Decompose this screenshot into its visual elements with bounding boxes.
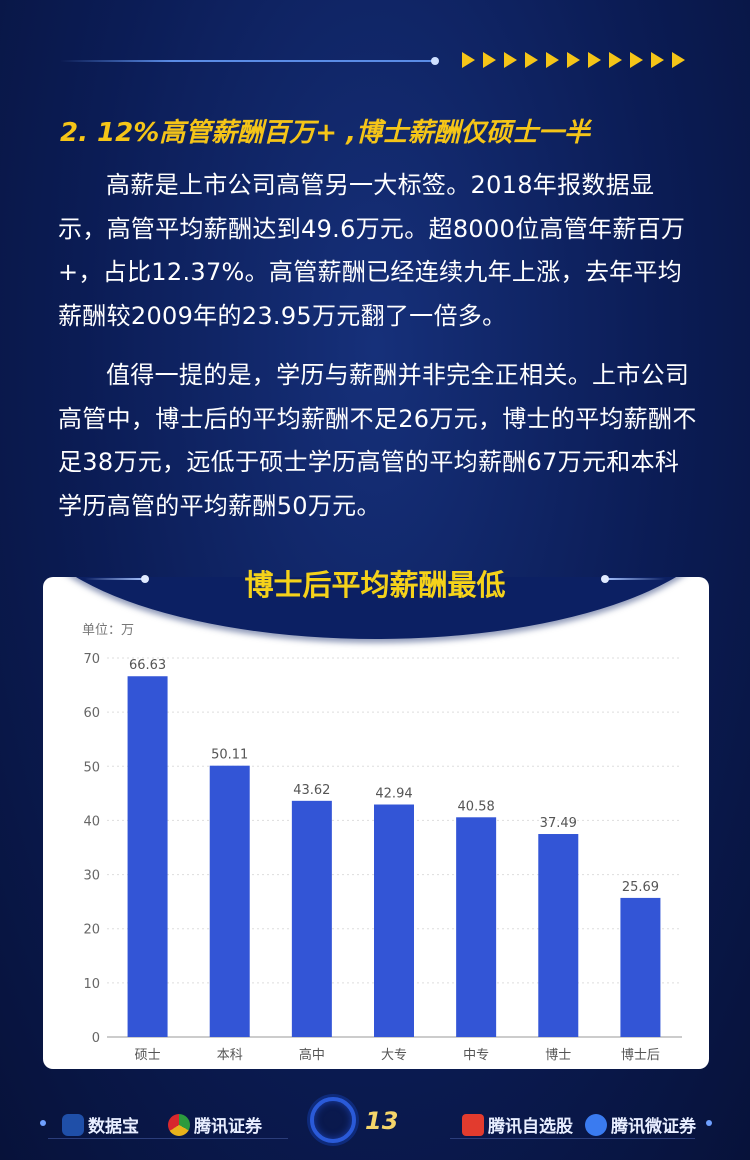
page-ring-icon <box>310 1097 356 1143</box>
bar <box>620 897 661 1037</box>
zixuangu-icon <box>462 1113 484 1136</box>
y-tick-label: 20 <box>83 923 100 938</box>
bar <box>456 817 497 1037</box>
bar-value-label: 50.11 <box>211 748 248 763</box>
x-tick-label: 中专 <box>463 1048 489 1063</box>
logo-weizhengquan: 腾讯微证券 <box>585 1112 696 1137</box>
paragraph-2: 值得一提的是，学历与薪酬并非完全正相关。上市公司高管中，博士后的平均薪酬不足26… <box>58 361 697 520</box>
logo-label: 数据宝 <box>88 1117 139 1137</box>
section-title: 2. 12%高管薪酬百万+ ,博士薪酬仅硕士一半 <box>60 118 590 148</box>
paragraph-1: 高薪是上市公司高管另一大标签。2018年报数据显示，高管平均薪酬达到49.6万元… <box>58 171 686 330</box>
y-tick-label: 10 <box>83 977 100 992</box>
logo-tencent-securities: 腾讯证券 <box>168 1112 262 1137</box>
logo-label: 腾讯证券 <box>194 1117 262 1137</box>
x-tick-label: 本科 <box>217 1048 243 1063</box>
bar-value-label: 40.58 <box>458 799 495 814</box>
y-tick-label: 40 <box>83 814 100 829</box>
footer-dot <box>40 1120 46 1126</box>
x-tick-label: 硕士 <box>135 1048 161 1063</box>
y-tick-label: 70 <box>83 652 100 667</box>
y-tick-label: 0 <box>92 1031 100 1046</box>
weizhengquan-icon <box>585 1113 607 1136</box>
x-tick-label: 博士后 <box>621 1048 660 1063</box>
bar <box>374 804 414 1037</box>
bar-value-label: 25.69 <box>622 880 659 895</box>
x-tick-label: 博士 <box>545 1048 571 1063</box>
chart-title: 博士后平均薪酬最低 <box>244 568 506 602</box>
bar-value-label: 43.62 <box>293 783 330 798</box>
logo-zixuangu: 腾讯自选股 <box>462 1112 573 1137</box>
y-tick-label: 30 <box>83 869 100 884</box>
logo-label: 腾讯自选股 <box>488 1117 573 1137</box>
footer-line <box>450 1138 695 1139</box>
page-number: 13 <box>365 1107 399 1135</box>
logo-shujubao: 数据宝 <box>62 1112 139 1137</box>
arrow-decoration <box>462 52 685 68</box>
y-tick-label: 50 <box>83 760 100 775</box>
bar <box>127 676 168 1037</box>
footer-line <box>48 1138 288 1139</box>
y-tick-label: 60 <box>83 706 100 721</box>
title-deco-left <box>85 575 149 583</box>
unit-label: 单位：万 <box>82 623 134 638</box>
tencent-news-icon <box>168 1113 190 1136</box>
bar-value-label: 37.49 <box>540 816 577 831</box>
bar <box>209 765 250 1037</box>
bar-value-label: 66.63 <box>129 658 166 673</box>
x-tick-label: 大专 <box>381 1048 407 1063</box>
x-tick-label: 高中 <box>299 1047 325 1063</box>
bar <box>291 800 332 1037</box>
bar-value-label: 42.94 <box>375 787 412 802</box>
decorative-line <box>60 57 439 65</box>
logo-label: 腾讯微证券 <box>611 1117 696 1137</box>
bar <box>538 834 579 1037</box>
title-deco-right <box>601 575 665 583</box>
footer: 数据宝 腾讯证券 13 腾讯自选股 腾讯微证券 <box>0 1097 750 1145</box>
footer-dot <box>706 1120 712 1126</box>
shujubao-icon <box>62 1113 84 1136</box>
